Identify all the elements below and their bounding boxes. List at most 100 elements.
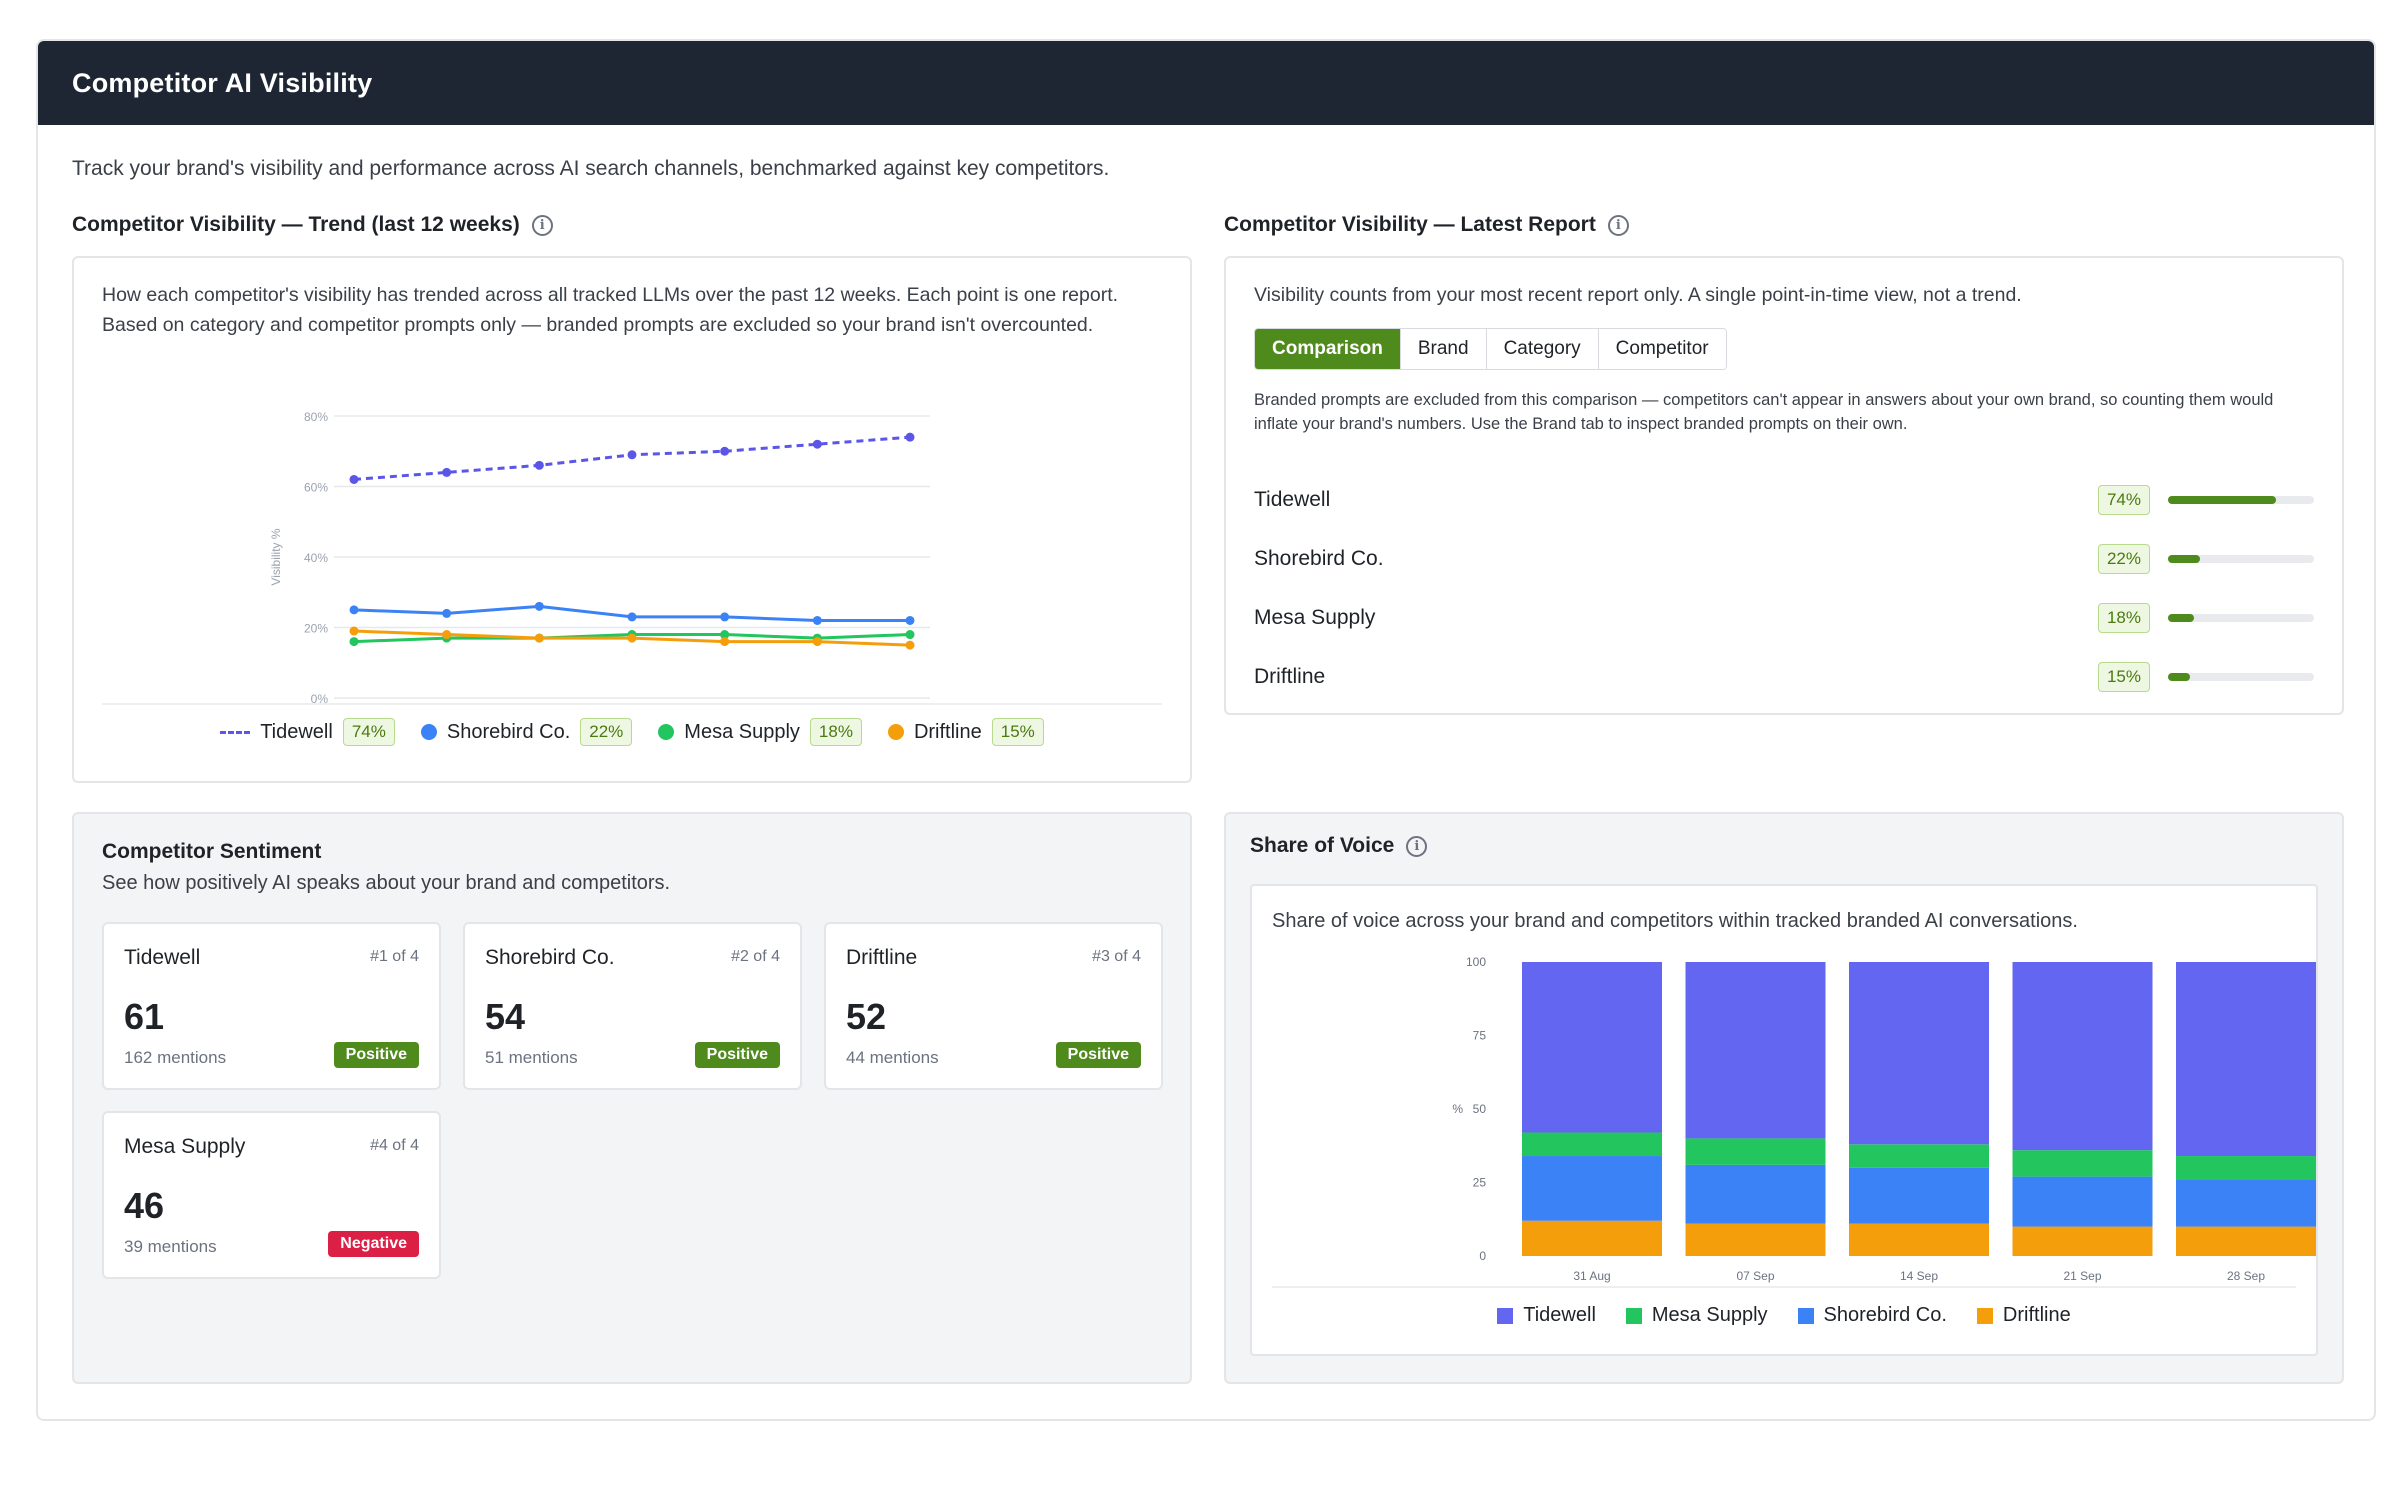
- data-point[interactable]: [349, 474, 359, 484]
- legend-label: Driftline: [2002, 1304, 2071, 1326]
- bar-segment-mesa-supply[interactable]: [1849, 1144, 1989, 1168]
- sentiment-card[interactable]: Shorebird Co. #2 of 4 54 51 mentions Positiv…: [463, 922, 802, 1090]
- bar-segment-mesa-supply[interactable]: [2176, 1156, 2316, 1180]
- legend-item[interactable]: Shorebird Co.: [1797, 1304, 1947, 1327]
- sov-description: Share of voice across your brand and com…: [1272, 910, 2078, 932]
- tab-category[interactable]: Category: [1486, 329, 1599, 369]
- sentiment-mentions: 51 mentions: [485, 1048, 578, 1067]
- info-icon[interactable]: i: [1406, 835, 1428, 857]
- latest-note: Branded prompts are excluded from this c…: [1254, 391, 2274, 433]
- data-point[interactable]: [534, 460, 544, 470]
- report-row-bar-track: [2168, 614, 2314, 622]
- legend-item[interactable]: Mesa Supply 18%: [658, 718, 862, 746]
- bar-segment-mesa-supply[interactable]: [2012, 1150, 2153, 1177]
- legend-percent-badge: 22%: [580, 718, 633, 746]
- sentiment-card-name: Shorebird Co.: [485, 946, 615, 969]
- info-icon[interactable]: i: [531, 214, 553, 236]
- data-point[interactable]: [442, 467, 452, 477]
- data-point[interactable]: [812, 615, 822, 625]
- data-point[interactable]: [534, 633, 544, 643]
- bar-segment-tidewell[interactable]: [1849, 962, 1989, 1145]
- bar-segment-driftline[interactable]: [1685, 1223, 1826, 1256]
- bar-segment-tidewell[interactable]: [1685, 962, 1826, 1139]
- y-tick-label: 20%: [304, 622, 328, 636]
- sentiment-card-rank: #3 of 4: [1092, 948, 1141, 965]
- data-point[interactable]: [812, 439, 822, 449]
- data-point[interactable]: [349, 637, 359, 647]
- x-tick-label: 07 Sep: [1736, 1269, 1774, 1283]
- y-tick-label: 50: [1473, 1102, 1487, 1116]
- y-tick-label: 60%: [304, 481, 328, 495]
- tab-competitor[interactable]: Competitor: [1598, 329, 1726, 369]
- bar-segment-mesa-supply[interactable]: [1685, 1138, 1826, 1165]
- bar-segment-shorebird-co-[interactable]: [2012, 1176, 2153, 1227]
- bar-segment-shorebird-co-[interactable]: [1522, 1156, 1662, 1221]
- panel-header: Competitor AI Visibility: [38, 41, 2374, 125]
- legend-label: Shorebird Co.: [1823, 1304, 1947, 1326]
- data-point[interactable]: [905, 615, 915, 625]
- data-point[interactable]: [442, 608, 452, 618]
- legend-item[interactable]: Driftline: [1976, 1304, 2071, 1327]
- legend-swatch: [1497, 1307, 1514, 1324]
- sov-section-title: Share of Voice i: [1250, 834, 1428, 858]
- sov-title-text: Share of Voice: [1250, 834, 1395, 857]
- data-point[interactable]: [905, 640, 915, 650]
- sentiment-card[interactable]: Mesa Supply #4 of 4 46 39 mentions Negative: [102, 1111, 441, 1279]
- legend-item[interactable]: Driftline 15%: [887, 718, 1044, 746]
- bar-segment-driftline[interactable]: [1849, 1223, 1989, 1256]
- data-point[interactable]: [720, 637, 730, 647]
- legend-item[interactable]: Tidewell 74%: [220, 718, 395, 746]
- bar-segment-tidewell[interactable]: [2176, 962, 2316, 1157]
- bar-segment-tidewell[interactable]: [2012, 962, 2153, 1151]
- data-point[interactable]: [442, 630, 452, 640]
- sentiment-card-name: Tidewell: [124, 946, 201, 969]
- sov-legend: Tidewell Mesa Supply Shorebird Co. Driftlin…: [1252, 1304, 2316, 1327]
- info-icon[interactable]: i: [1607, 214, 1629, 236]
- bar-segment-shorebird-co-[interactable]: [1685, 1164, 1826, 1224]
- legend-item[interactable]: Shorebird Co. 22%: [420, 718, 633, 746]
- bar-segment-driftline[interactable]: [2176, 1226, 2316, 1256]
- sentiment-card-rank: #2 of 4: [731, 948, 780, 965]
- report-row-bar-fill: [2168, 496, 2277, 504]
- sentiment-mentions: 162 mentions: [124, 1048, 227, 1067]
- legend-swatch: [658, 724, 675, 740]
- report-row: Tidewell 74%: [1254, 482, 2314, 518]
- bar-segment-driftline[interactable]: [2012, 1226, 2153, 1256]
- data-point[interactable]: [720, 446, 730, 456]
- data-point[interactable]: [720, 630, 730, 640]
- data-point[interactable]: [905, 432, 915, 442]
- bar-segment-shorebird-co-[interactable]: [2176, 1179, 2316, 1227]
- data-point[interactable]: [627, 450, 637, 460]
- data-point[interactable]: [349, 605, 359, 615]
- report-row-name: Mesa Supply: [1254, 606, 1376, 629]
- bar-segment-tidewell[interactable]: [1522, 962, 1662, 1133]
- panel-title: Competitor AI Visibility: [72, 67, 373, 98]
- data-point[interactable]: [349, 626, 359, 636]
- data-point[interactable]: [720, 612, 730, 622]
- report-row-bar-fill: [2168, 555, 2201, 563]
- bar-segment-shorebird-co-[interactable]: [1849, 1167, 1989, 1224]
- sentiment-card[interactable]: Driftline #3 of 4 52 44 mentions Positive: [824, 922, 1163, 1090]
- data-point[interactable]: [812, 637, 822, 647]
- legend-swatch: [220, 730, 251, 734]
- sentiment-card[interactable]: Tidewell #1 of 4 61 162 mentions Positive: [102, 922, 441, 1090]
- data-point[interactable]: [534, 601, 544, 611]
- data-point[interactable]: [627, 633, 637, 643]
- trend-description-line2: Based on category and competitor prompts…: [102, 314, 1094, 336]
- tab-brand[interactable]: Brand: [1400, 329, 1487, 369]
- sentiment-label-badge: Positive: [333, 1042, 419, 1068]
- y-tick-label: 0: [1479, 1249, 1486, 1263]
- data-point[interactable]: [627, 612, 637, 622]
- latest-tabs: Comparison Brand Category Competitor: [1254, 328, 1727, 370]
- legend-label: Tidewell: [260, 720, 333, 743]
- legend-item[interactable]: Mesa Supply: [1625, 1304, 1768, 1327]
- report-row-percent: 74%: [2097, 485, 2150, 515]
- legend-item[interactable]: Tidewell: [1497, 1304, 1596, 1327]
- data-point[interactable]: [905, 630, 915, 640]
- bar-segment-mesa-supply[interactable]: [1522, 1132, 1662, 1157]
- latest-description: Visibility counts from your most recent …: [1254, 284, 2022, 306]
- tab-comparison[interactable]: Comparison: [1255, 329, 1401, 369]
- bar-segment-driftline[interactable]: [1522, 1220, 1662, 1256]
- report-row: Driftline 15%: [1254, 659, 2314, 695]
- report-row-bar-track: [2168, 496, 2314, 504]
